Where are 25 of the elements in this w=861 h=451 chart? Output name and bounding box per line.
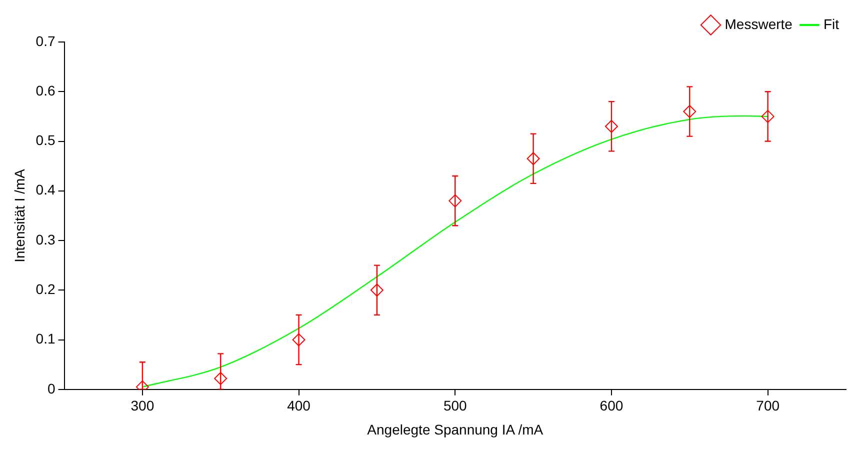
point xyxy=(370,284,384,297)
y-tick-label: 0.6 xyxy=(36,82,56,98)
y-tick-label: 0.1 xyxy=(36,330,56,347)
y-tick-label: 0.4 xyxy=(36,182,56,198)
y-tick-label: 0.7 xyxy=(36,32,56,49)
x-tick-label: 500 xyxy=(443,398,468,414)
x-tick-label: 600 xyxy=(600,398,624,414)
y-tick-label: 0.5 xyxy=(36,132,56,148)
x-tick-label: 700 xyxy=(756,398,780,414)
y-tick-label: 0.3 xyxy=(36,231,56,248)
x-tick-label: 300 xyxy=(130,398,154,414)
y-axis-title: Intensität I /mA xyxy=(11,168,28,262)
point xyxy=(604,120,618,133)
point xyxy=(448,194,462,208)
point xyxy=(214,372,228,385)
point xyxy=(292,333,306,346)
point xyxy=(761,110,774,123)
point xyxy=(683,104,696,118)
legend-label: Fit xyxy=(823,16,840,32)
x-tick-label: 400 xyxy=(287,398,311,414)
y-tick-label: 0 xyxy=(47,380,56,396)
x-axis-title: Angelegte Spannung IA /mA xyxy=(367,421,544,438)
legend-label: Messwerte xyxy=(724,16,793,32)
point xyxy=(526,152,540,166)
y-tick-label: 0.2 xyxy=(36,281,56,297)
